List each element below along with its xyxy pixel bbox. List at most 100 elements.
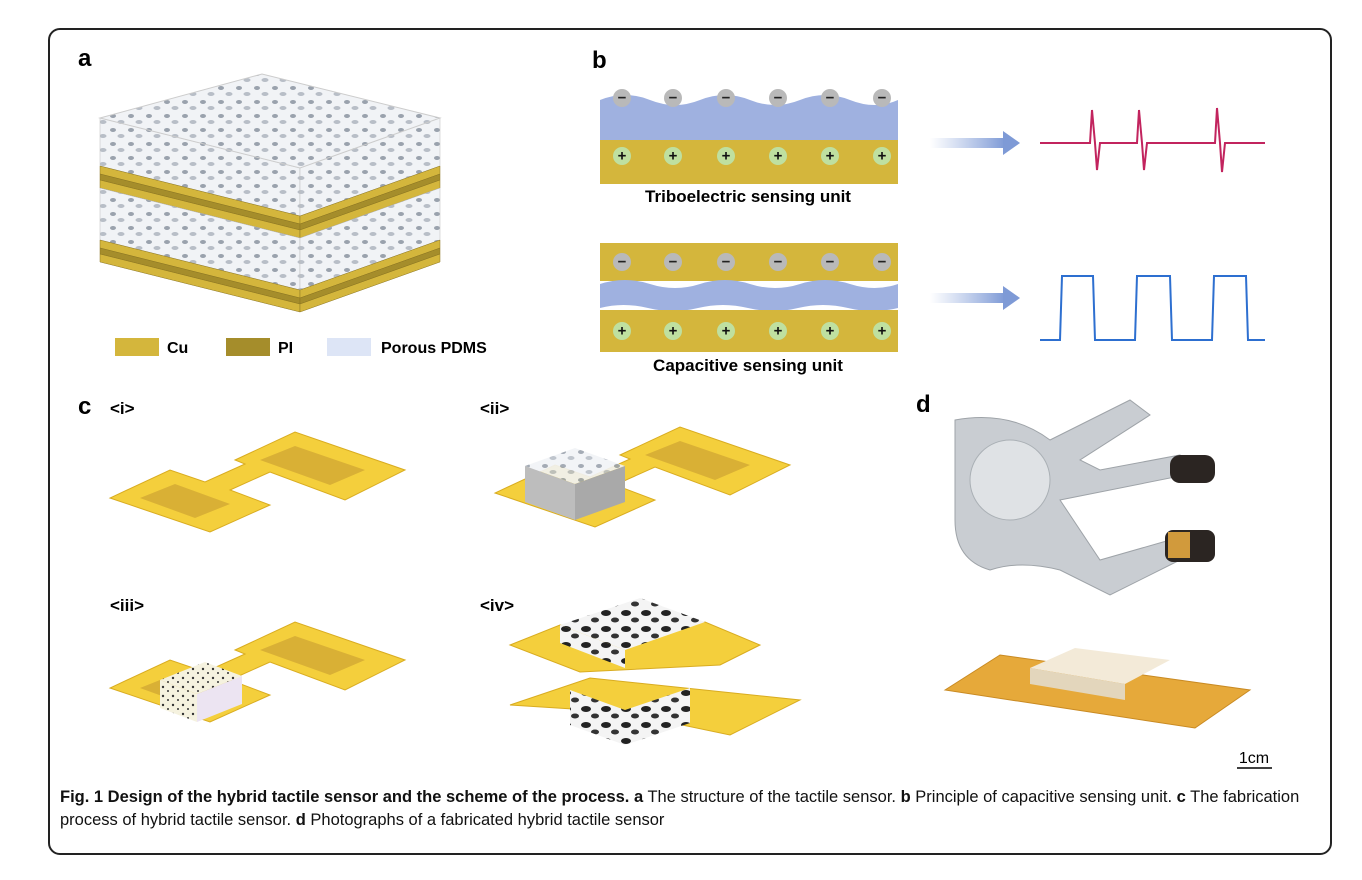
charge-dot <box>821 147 839 165</box>
arrow <box>1003 131 1020 155</box>
charge-dot <box>873 89 891 107</box>
panel-label: d <box>916 391 931 418</box>
pad <box>260 446 365 485</box>
charge-sign: + <box>669 148 678 165</box>
dielectric <box>600 95 898 140</box>
pad <box>140 484 230 518</box>
charge-sign: − <box>774 254 783 271</box>
charge-sign: + <box>774 148 783 165</box>
charge-sign: − <box>878 90 887 107</box>
charge-sign: + <box>722 323 731 340</box>
charge-dot <box>664 89 682 107</box>
charge-dot <box>769 89 787 107</box>
charge-sign: + <box>774 323 783 340</box>
legend-swatch <box>226 338 270 356</box>
charge-dot <box>769 322 787 340</box>
caption-label: b <box>900 788 911 806</box>
unit-label: Triboelectric sensing unit <box>645 187 851 206</box>
charge-sign: − <box>618 254 627 271</box>
charge-dot <box>821 89 839 107</box>
caption-text: Principle of capacitive sensing unit. <box>910 788 1177 806</box>
layer-right <box>299 253 441 313</box>
caption-text: The fabrication process of hybrid tactil… <box>60 788 1300 829</box>
electrode <box>600 140 898 184</box>
charge-dot <box>613 322 631 340</box>
layer-top <box>98 73 442 169</box>
caption-label: d <box>295 811 306 829</box>
charge-dot <box>717 322 735 340</box>
charge-sign: − <box>669 254 678 271</box>
caption-parts: a The structure of the tactile sensor. b… <box>60 788 1299 829</box>
charge-sign: + <box>722 148 731 165</box>
charge-sign: + <box>669 323 678 340</box>
gripper-photo <box>954 399 1215 596</box>
caption-title: Fig. 1 Design of the hybrid tactile sens… <box>60 788 630 806</box>
triboelectric-signal <box>1040 107 1265 173</box>
layered-block <box>98 73 442 313</box>
caption-text: Photographs of a fabricated hybrid tacti… <box>305 811 665 829</box>
unit-label: Capacitive sensing unit <box>653 356 843 375</box>
electrode <box>600 243 898 281</box>
legend-swatch <box>115 338 159 356</box>
charge-dot <box>613 89 631 107</box>
fpc <box>108 621 407 723</box>
panel-label: b <box>592 47 607 74</box>
charge-sign: − <box>826 254 835 271</box>
legend-label: Porous PDMS <box>381 340 487 357</box>
charge-sign: − <box>669 90 678 107</box>
caption: Fig. 1 Design of the hybrid tactile sens… <box>60 786 1322 832</box>
panel-label: c <box>78 393 91 420</box>
charge-sign: − <box>722 90 731 107</box>
charge-dot <box>769 147 787 165</box>
panel-label: a <box>78 45 92 72</box>
pad <box>260 636 365 675</box>
arrow <box>930 138 1005 148</box>
dielectric <box>600 280 898 311</box>
charge-dot <box>769 253 787 271</box>
step-label: <iii> <box>110 596 144 615</box>
charge-sign: + <box>618 148 627 165</box>
charge-dot <box>821 322 839 340</box>
fpc <box>108 431 407 533</box>
arrow <box>930 293 1005 303</box>
charge-dot <box>717 253 735 271</box>
charge-dot <box>664 147 682 165</box>
charge-sign: − <box>878 254 887 271</box>
charge-dot <box>613 253 631 271</box>
charge-sign: + <box>826 148 835 165</box>
charge-dot <box>873 253 891 271</box>
electrode <box>600 310 898 352</box>
legend-swatch <box>327 338 371 356</box>
charge-dot <box>664 253 682 271</box>
charge-dot <box>613 147 631 165</box>
charge-dot <box>821 253 839 271</box>
charge-sign: − <box>826 90 835 107</box>
caption-label: a <box>633 788 644 806</box>
charge-dot <box>873 322 891 340</box>
charge-sign: + <box>878 148 887 165</box>
charge-sign: + <box>826 323 835 340</box>
figure-frame <box>48 28 1332 855</box>
scale-label: 1cm <box>1239 750 1269 767</box>
step-label: <ii> <box>480 399 509 418</box>
charge-sign: − <box>618 90 627 107</box>
caption-label: c <box>1176 788 1186 806</box>
step-label: <iv> <box>480 596 514 615</box>
capacitive-signal <box>1040 275 1265 341</box>
caption-text: The structure of the tactile sensor. <box>643 788 901 806</box>
sensor-photo <box>943 648 1252 729</box>
charge-sign: − <box>774 90 783 107</box>
charge-sign: − <box>722 254 731 271</box>
charge-dot <box>873 147 891 165</box>
charge-sign: + <box>878 323 887 340</box>
legend-label: Cu <box>167 340 188 357</box>
legend-label: PI <box>278 340 293 357</box>
charge-dot <box>664 322 682 340</box>
charge-dot <box>717 89 735 107</box>
step-label: <i> <box>110 399 135 418</box>
arrow <box>1003 286 1020 310</box>
charge-dot <box>717 147 735 165</box>
charge-sign: + <box>618 323 627 340</box>
